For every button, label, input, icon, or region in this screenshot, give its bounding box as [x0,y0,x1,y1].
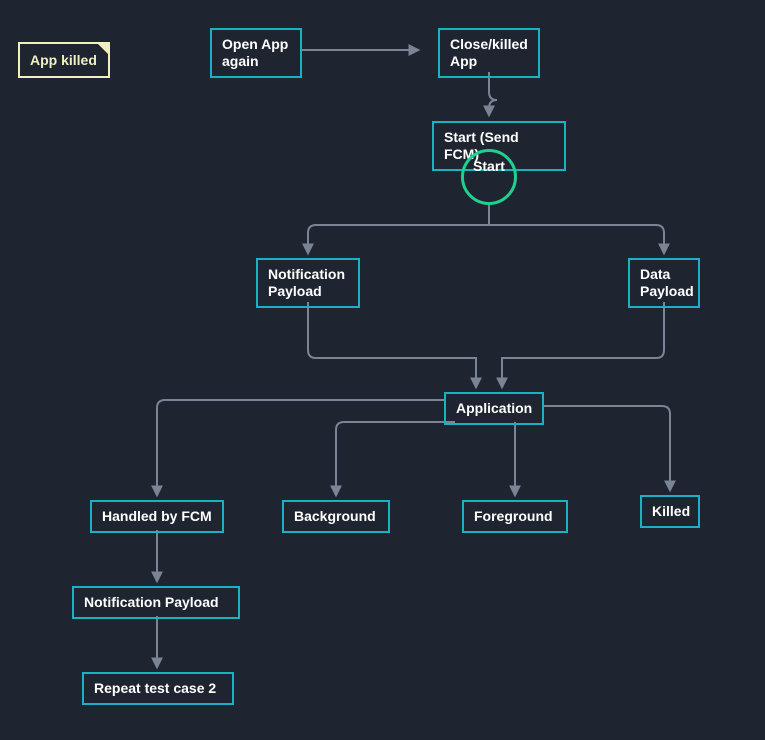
flowchart-canvas: App killed Open Appagain Close/killedApp… [0,0,765,740]
node-label: Start [473,158,505,174]
node-label: Handled by FCM [102,508,212,524]
node-background: Background [282,500,390,533]
node-label: Notification Payload [84,594,219,610]
node-application: Application [444,392,544,425]
node-start-circle: Start [461,149,517,205]
node-open-app-again: Open Appagain [210,28,302,78]
node-label: Killed [652,503,690,519]
node-label: Close/killedApp [450,36,528,69]
node-close-killed-app: Close/killedApp [438,28,540,78]
node-label: Application [456,400,532,416]
node-label: Repeat test case 2 [94,680,216,696]
node-label: Foreground [474,508,553,524]
node-label: NotificationPayload [268,266,345,299]
node-killed: Killed [640,495,700,528]
node-repeat-test-case-2: Repeat test case 2 [82,672,234,705]
node-label: DataPayload [640,266,694,299]
node-label: Open Appagain [222,36,288,69]
node-label: Background [294,508,376,524]
node-foreground: Foreground [462,500,568,533]
node-handled-by-fcm: Handled by FCM [90,500,224,533]
note-label: App killed [30,52,97,68]
note-app-killed: App killed [18,42,110,78]
node-notification-payload-2: Notification Payload [72,586,240,619]
node-notification-payload: NotificationPayload [256,258,360,308]
edges-layer [0,0,765,740]
node-data-payload: DataPayload [628,258,700,308]
